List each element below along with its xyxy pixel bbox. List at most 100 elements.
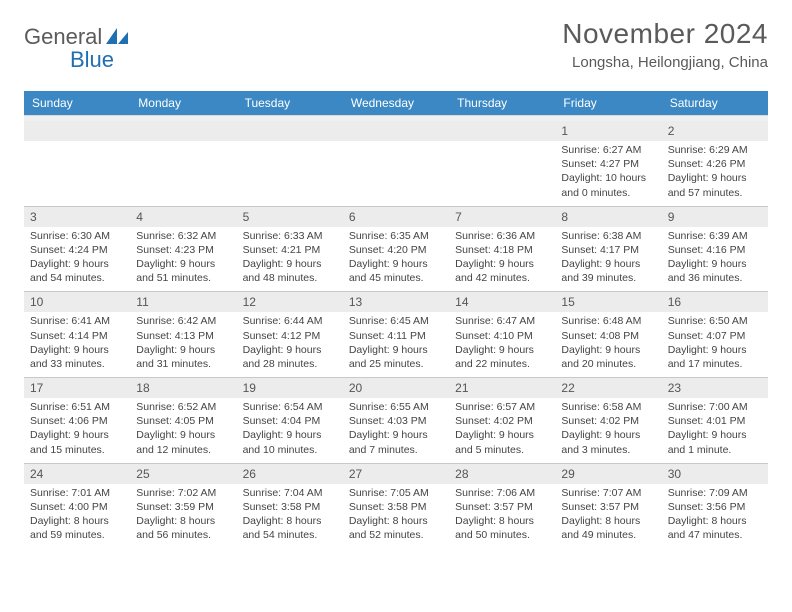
- day-number-cell: 6: [343, 207, 449, 227]
- day-body-cell: [449, 141, 555, 206]
- day-number-cell: 24: [24, 464, 130, 484]
- day-number-cell: 9: [662, 207, 768, 227]
- day-number-cell: 16: [662, 292, 768, 312]
- weeks-container: 12 Sunrise: 6:27 AMSunset: 4:27 PMDayligh…: [24, 121, 768, 548]
- day-body-cell: Sunrise: 6:38 AMSunset: 4:17 PMDaylight:…: [555, 227, 661, 292]
- daylight-text: Daylight: 9 hours and 5 minutes.: [455, 428, 549, 456]
- day-number-cell: 21: [449, 378, 555, 398]
- day-body-cell: Sunrise: 6:52 AMSunset: 4:05 PMDaylight:…: [130, 398, 236, 463]
- sunset-text: Sunset: 4:07 PM: [668, 329, 762, 343]
- sunrise-text: Sunrise: 6:55 AM: [349, 400, 443, 414]
- day-number-cell: 8: [555, 207, 661, 227]
- day-number-cell: 22: [555, 378, 661, 398]
- dow-cell: Saturday: [662, 91, 768, 115]
- day-number-cell: 17: [24, 378, 130, 398]
- day-number-cell: 19: [237, 378, 343, 398]
- day-body-cell: Sunrise: 6:47 AMSunset: 4:10 PMDaylight:…: [449, 312, 555, 377]
- day-number-cell: 23: [662, 378, 768, 398]
- sunrise-text: Sunrise: 6:36 AM: [455, 229, 549, 243]
- day-body-cell: Sunrise: 6:50 AMSunset: 4:07 PMDaylight:…: [662, 312, 768, 377]
- day-number-cell: 28: [449, 464, 555, 484]
- day-number-row: 10111213141516: [24, 291, 768, 312]
- sunset-text: Sunset: 4:02 PM: [455, 414, 549, 428]
- day-number-cell: 29: [555, 464, 661, 484]
- day-body-cell: Sunrise: 7:05 AMSunset: 3:58 PMDaylight:…: [343, 484, 449, 549]
- sunset-text: Sunset: 4:03 PM: [349, 414, 443, 428]
- daylight-text: Daylight: 8 hours and 59 minutes.: [30, 514, 124, 542]
- day-number-cell: [24, 121, 130, 141]
- month-title: November 2024: [562, 18, 768, 50]
- sunrise-text: Sunrise: 6:39 AM: [668, 229, 762, 243]
- day-of-week-row: SundayMondayTuesdayWednesdayThursdayFrid…: [24, 91, 768, 115]
- day-body-cell: Sunrise: 6:44 AMSunset: 4:12 PMDaylight:…: [237, 312, 343, 377]
- sunrise-text: Sunrise: 6:33 AM: [243, 229, 337, 243]
- daylight-text: Daylight: 9 hours and 17 minutes.: [668, 343, 762, 371]
- dow-cell: Sunday: [24, 91, 130, 115]
- sunset-text: Sunset: 3:57 PM: [561, 500, 655, 514]
- sunrise-text: Sunrise: 6:30 AM: [30, 229, 124, 243]
- sunrise-text: Sunrise: 6:57 AM: [455, 400, 549, 414]
- daylight-text: Daylight: 10 hours and 0 minutes.: [561, 171, 655, 199]
- day-body-row: Sunrise: 6:27 AMSunset: 4:27 PMDaylight:…: [24, 141, 768, 206]
- day-body-cell: Sunrise: 6:58 AMSunset: 4:02 PMDaylight:…: [555, 398, 661, 463]
- day-number-row: 3456789: [24, 206, 768, 227]
- day-body-cell: [24, 141, 130, 206]
- sunrise-text: Sunrise: 6:29 AM: [668, 143, 762, 157]
- day-number-cell: 20: [343, 378, 449, 398]
- daylight-text: Daylight: 9 hours and 3 minutes.: [561, 428, 655, 456]
- daylight-text: Daylight: 8 hours and 49 minutes.: [561, 514, 655, 542]
- daylight-text: Daylight: 9 hours and 36 minutes.: [668, 257, 762, 285]
- day-number-cell: [237, 121, 343, 141]
- day-body-cell: Sunrise: 7:01 AMSunset: 4:00 PMDaylight:…: [24, 484, 130, 549]
- daylight-text: Daylight: 9 hours and 15 minutes.: [30, 428, 124, 456]
- daylight-text: Daylight: 9 hours and 25 minutes.: [349, 343, 443, 371]
- sunrise-text: Sunrise: 7:04 AM: [243, 486, 337, 500]
- sunrise-text: Sunrise: 6:54 AM: [243, 400, 337, 414]
- sunset-text: Sunset: 3:59 PM: [136, 500, 230, 514]
- day-body-cell: Sunrise: 6:29 AMSunset: 4:26 PMDaylight:…: [662, 141, 768, 206]
- day-number-cell: 18: [130, 378, 236, 398]
- day-body-cell: Sunrise: 6:48 AMSunset: 4:08 PMDaylight:…: [555, 312, 661, 377]
- dow-cell: Tuesday: [237, 91, 343, 115]
- sunset-text: Sunset: 4:20 PM: [349, 243, 443, 257]
- day-body-cell: Sunrise: 6:30 AMSunset: 4:24 PMDaylight:…: [24, 227, 130, 292]
- day-body-cell: [237, 141, 343, 206]
- day-body-cell: Sunrise: 6:55 AMSunset: 4:03 PMDaylight:…: [343, 398, 449, 463]
- day-number-cell: [343, 121, 449, 141]
- day-body-cell: Sunrise: 6:33 AMSunset: 4:21 PMDaylight:…: [237, 227, 343, 292]
- day-body-cell: Sunrise: 6:35 AMSunset: 4:20 PMDaylight:…: [343, 227, 449, 292]
- sunset-text: Sunset: 4:04 PM: [243, 414, 337, 428]
- sunset-text: Sunset: 4:00 PM: [30, 500, 124, 514]
- sunset-text: Sunset: 3:56 PM: [668, 500, 762, 514]
- sunrise-text: Sunrise: 6:51 AM: [30, 400, 124, 414]
- sunset-text: Sunset: 4:26 PM: [668, 157, 762, 171]
- day-body-cell: Sunrise: 7:00 AMSunset: 4:01 PMDaylight:…: [662, 398, 768, 463]
- sunrise-text: Sunrise: 7:05 AM: [349, 486, 443, 500]
- day-number-cell: 12: [237, 292, 343, 312]
- daylight-text: Daylight: 9 hours and 1 minute.: [668, 428, 762, 456]
- sunrise-text: Sunrise: 6:50 AM: [668, 314, 762, 328]
- day-number-cell: 14: [449, 292, 555, 312]
- sunset-text: Sunset: 4:18 PM: [455, 243, 549, 257]
- daylight-text: Daylight: 9 hours and 28 minutes.: [243, 343, 337, 371]
- sunset-text: Sunset: 4:12 PM: [243, 329, 337, 343]
- daylight-text: Daylight: 9 hours and 48 minutes.: [243, 257, 337, 285]
- day-number-cell: 25: [130, 464, 236, 484]
- dow-cell: Wednesday: [343, 91, 449, 115]
- dow-cell: Thursday: [449, 91, 555, 115]
- day-body-cell: Sunrise: 6:39 AMSunset: 4:16 PMDaylight:…: [662, 227, 768, 292]
- day-number-cell: [130, 121, 236, 141]
- daylight-text: Daylight: 9 hours and 57 minutes.: [668, 171, 762, 199]
- sunset-text: Sunset: 4:21 PM: [243, 243, 337, 257]
- sunrise-text: Sunrise: 6:58 AM: [561, 400, 655, 414]
- daylight-text: Daylight: 8 hours and 50 minutes.: [455, 514, 549, 542]
- day-body-cell: Sunrise: 7:09 AMSunset: 3:56 PMDaylight:…: [662, 484, 768, 549]
- day-number-cell: 2: [662, 121, 768, 141]
- sunrise-text: Sunrise: 7:06 AM: [455, 486, 549, 500]
- day-body-cell: Sunrise: 6:27 AMSunset: 4:27 PMDaylight:…: [555, 141, 661, 206]
- day-body-cell: Sunrise: 7:04 AMSunset: 3:58 PMDaylight:…: [237, 484, 343, 549]
- sunset-text: Sunset: 4:06 PM: [30, 414, 124, 428]
- daylight-text: Daylight: 8 hours and 56 minutes.: [136, 514, 230, 542]
- sunrise-text: Sunrise: 7:02 AM: [136, 486, 230, 500]
- sunrise-text: Sunrise: 6:44 AM: [243, 314, 337, 328]
